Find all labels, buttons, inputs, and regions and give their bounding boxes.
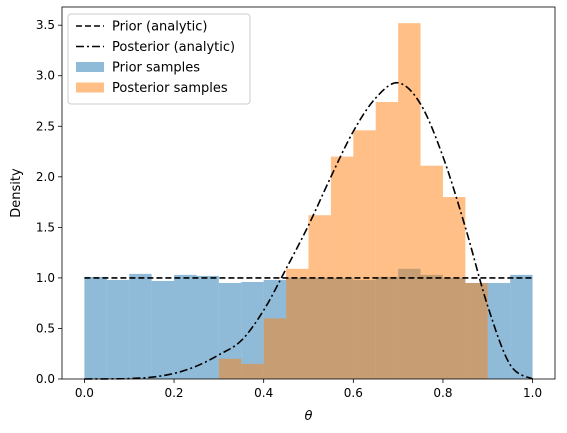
y-tick-label: 3.5 — [36, 18, 55, 32]
posterior-samples-bar-11 — [330, 156, 354, 379]
legend-label-prior-samples: Prior samples — [112, 61, 200, 76]
plot-area — [84, 23, 534, 380]
x-tick-label: 0.6 — [344, 386, 363, 400]
posterior-samples-bar-6 — [218, 358, 242, 379]
prior-samples-bar-19 — [510, 274, 533, 379]
y-tick-label: 1.0 — [36, 271, 55, 285]
legend-item-prior-samples: Prior samples — [76, 61, 200, 76]
y-tick-label: 0.5 — [36, 321, 55, 335]
prior-samples-bar-18 — [487, 282, 511, 379]
y-tick-label: 0.0 — [36, 372, 55, 386]
prior-samples-bar-1 — [106, 279, 130, 379]
legend-label-posterior-samples: Posterior samples — [112, 81, 228, 96]
x-axis-label: θ — [305, 409, 313, 424]
legend-item-posterior-samples: Posterior samples — [76, 81, 228, 96]
legend-label-prior-analytic: Prior (analytic) — [112, 20, 207, 35]
posterior-samples-bar-7 — [241, 363, 264, 379]
y-tick-label: 2.5 — [36, 119, 55, 133]
y-axis: 0.0 0.5 1.0 1.5 2.0 2.5 3.0 3.5 — [36, 18, 62, 386]
prior-samples-bar-2 — [129, 273, 152, 379]
posterior-samples-bar-9 — [286, 268, 309, 379]
prior-samples-bar-5 — [196, 275, 219, 379]
legend: Prior (analytic) Posterior (analytic) Pr… — [67, 13, 251, 105]
legend-box — [67, 13, 251, 105]
x-tick-label: 1.0 — [523, 386, 542, 400]
axes-frame — [61, 6, 556, 380]
posterior-samples-bar-16 — [442, 197, 466, 379]
x-tick-label: 0.2 — [164, 386, 183, 400]
posterior-samples-bar-15 — [420, 165, 443, 379]
posterior-samples-bar-12 — [353, 130, 376, 379]
y-tick-label: 3.0 — [36, 69, 55, 83]
prior-samples-bar-3 — [151, 280, 175, 379]
x-tick-label: 0.8 — [433, 386, 452, 400]
legend-item-posterior-analytic: Posterior (analytic) — [76, 40, 235, 55]
posterior-samples-bar-10 — [308, 215, 331, 379]
prior-samples-bar-6 — [218, 282, 242, 379]
x-tick-label: 0.0 — [75, 386, 94, 400]
x-axis: 0.0 0.2 0.4 0.6 0.8 1.0 — [75, 379, 542, 400]
posterior-samples-bar-14 — [398, 23, 421, 379]
legend-label-posterior-analytic: Posterior (analytic) — [112, 40, 235, 55]
posterior-samples-bar-13 — [375, 102, 399, 380]
legend-item-prior-analytic: Prior (analytic) — [76, 20, 207, 35]
prior-samples-bar-0 — [84, 276, 107, 379]
legend-swatch-prior-samples — [76, 62, 104, 72]
y-tick-label: 2.0 — [36, 170, 55, 184]
legend-swatch-posterior-samples — [76, 82, 104, 93]
y-tick-label: 1.5 — [36, 220, 55, 234]
x-tick-label: 0.4 — [254, 386, 273, 400]
posterior-analytic--line — [84, 82, 534, 380]
prior-samples-bar-7 — [241, 281, 264, 379]
posterior-samples-bar-8 — [263, 318, 287, 379]
y-axis-label: Density — [9, 168, 24, 218]
prior-samples-bar-4 — [174, 274, 197, 379]
posterior-samples-bar-17 — [465, 282, 488, 379]
